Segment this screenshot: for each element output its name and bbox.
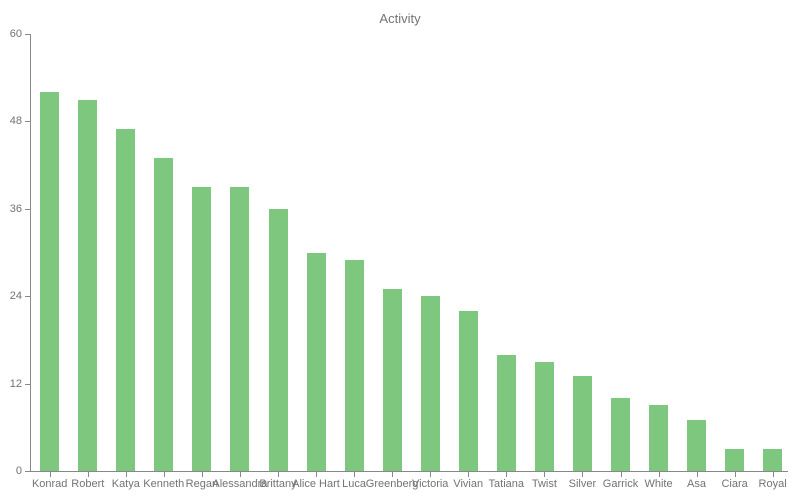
y-tick-mark [25,471,30,472]
bar-greenberg [382,288,402,471]
x-tick-mark [430,472,432,477]
x-tick-mark [201,472,203,477]
y-tick-label: 12 [9,378,22,390]
x-tick-mark [125,472,127,477]
y-tick-mark [25,121,30,122]
x-tick-label: Regan [185,478,219,490]
bar-tatiana [496,354,516,471]
x-tick-label: Konrad [31,478,68,490]
y-tick-label: 0 [15,465,22,477]
x-tick-mark [506,472,508,477]
x-tick-mark [354,472,356,477]
x-tick-mark [696,472,698,477]
x-tick-label: Luca [342,478,367,490]
bar-katya [116,128,136,471]
bar-regan [192,186,212,471]
x-axis-line [30,471,788,472]
x-tick-label: Twist [531,478,557,490]
x-tick-mark [163,472,165,477]
x-tick-mark [772,472,774,477]
x-tick-label: Robert [71,478,105,490]
bar-victoria [420,296,440,471]
bar-white [649,405,668,471]
x-tick-label: Brittany [259,478,297,490]
y-tick-mark [25,209,30,210]
x-tick-label: Katya [111,478,140,490]
x-tick-mark [734,472,736,477]
x-tick-label: Kenneth [143,478,185,490]
x-tick-mark [49,472,51,477]
x-tick-mark [468,472,470,477]
y-tick-mark [25,296,30,297]
x-tick-label: Royal [758,478,787,490]
x-tick-label: Victoria [411,478,449,490]
x-tick-mark [582,472,584,477]
x-tick-label: Alice Hart [292,478,340,490]
x-tick-mark [87,472,89,477]
x-tick-mark [620,472,622,477]
x-tick-label: Tatiana [488,478,525,490]
chart-title: Activity [379,11,421,26]
bar-vivian [458,310,478,471]
x-tick-mark [658,472,660,477]
x-tick-label: Alessandra [212,478,268,490]
bar-silver [572,376,592,471]
x-tick-label: Silver [568,478,597,490]
x-tick-label: Garrick [602,478,639,490]
bar-garrick [611,398,630,471]
y-axis-line [30,34,31,471]
bar-luca [344,259,364,471]
bar-brittany [268,208,288,471]
bar-kenneth [154,157,174,471]
y-tick-label: 48 [9,115,22,127]
x-tick-mark [316,472,317,477]
bar-alice-hart [306,252,326,471]
x-tick-label: Vivian [453,478,484,490]
bar-konrad [40,92,60,471]
x-tick-mark [239,472,241,477]
y-tick-label: 24 [9,290,22,302]
bar-royal [763,449,783,471]
x-tick-label: Greenberg [365,478,419,490]
x-tick-mark [392,472,394,477]
y-tick-label: 60 [9,28,22,40]
y-tick-mark [25,384,30,385]
y-tick-label: 36 [9,203,22,215]
x-tick-label: White [644,478,673,490]
bar-ciara [725,449,745,471]
bar-asa [687,420,706,471]
bar-twist [534,361,554,472]
x-tick-mark [544,472,546,477]
y-tick-mark [25,34,30,35]
x-tick-label: Asa [687,478,706,490]
x-tick-mark [278,472,279,477]
bar-alessandra [230,186,250,471]
bar-robert [78,99,98,471]
x-tick-label: Ciara [721,478,748,490]
